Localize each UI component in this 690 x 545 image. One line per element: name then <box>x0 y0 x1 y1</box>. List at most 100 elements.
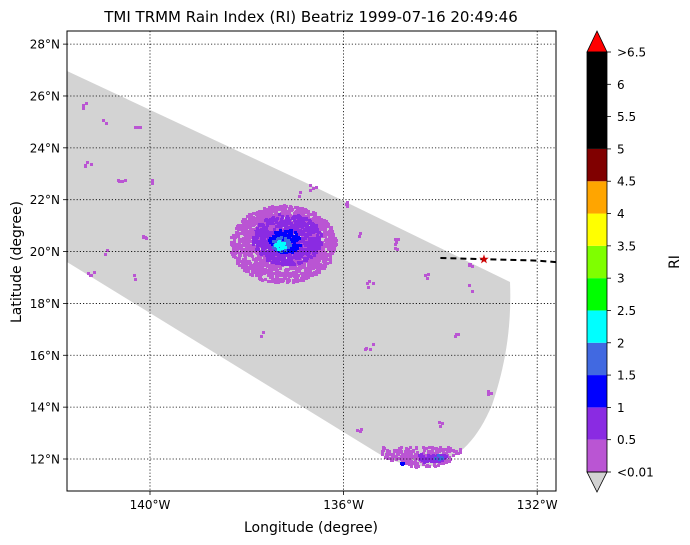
rain-cell <box>300 214 303 217</box>
rain-cell <box>471 290 474 293</box>
rain-cell <box>244 265 247 268</box>
rain-cell <box>232 251 235 254</box>
rain-cell <box>429 456 432 459</box>
rain-cell <box>273 221 276 224</box>
rain-cell <box>266 224 269 227</box>
rain-cell <box>288 212 291 215</box>
rain-cell <box>304 246 307 249</box>
rain-cell <box>314 237 317 240</box>
rain-cell <box>299 191 302 194</box>
rain-cell <box>441 422 444 425</box>
rain-cell <box>452 454 455 457</box>
rain-cell <box>372 282 375 285</box>
rain-cell <box>253 250 256 253</box>
rain-cell <box>235 231 238 234</box>
rain-cell <box>427 450 430 453</box>
rain-cell <box>438 460 441 463</box>
rain-cell <box>296 276 299 279</box>
rain-cell <box>312 252 315 255</box>
rain-cell <box>299 251 302 254</box>
rain-cell <box>252 212 255 215</box>
rain-cell <box>118 180 121 183</box>
rain-cell <box>255 263 258 266</box>
rain-cell <box>304 270 307 273</box>
rain-cell <box>292 281 295 284</box>
rain-cell <box>269 248 272 251</box>
rain-cell <box>329 257 332 260</box>
rain-cell <box>409 446 412 449</box>
rain-cell <box>294 255 297 258</box>
rain-cell <box>296 241 299 244</box>
rain-cell <box>311 246 314 249</box>
rain-cell <box>272 223 275 226</box>
rain-cell <box>252 240 255 243</box>
rain-cell <box>292 267 295 270</box>
rain-cell <box>238 252 241 255</box>
colorbar-over-arrow <box>586 30 608 53</box>
rain-cell <box>442 461 445 464</box>
rain-cell <box>260 220 263 223</box>
rain-cell <box>294 231 297 234</box>
rain-cell <box>240 251 243 254</box>
rain-cell <box>257 255 260 258</box>
rain-cell <box>281 256 284 259</box>
rain-cell <box>285 205 288 208</box>
rain-cell <box>324 251 327 254</box>
colorbar-bin <box>587 342 607 376</box>
rain-cell <box>274 265 277 268</box>
rain-cell <box>252 223 255 226</box>
rain-cell <box>281 243 284 246</box>
rain-cell <box>291 261 294 264</box>
rain-cell <box>257 244 260 247</box>
rain-cell <box>287 224 290 227</box>
rain-cell <box>300 255 303 258</box>
rain-cell <box>241 260 244 263</box>
rain-cell <box>274 268 277 271</box>
rain-cell <box>270 211 273 214</box>
rain-cell <box>239 264 242 267</box>
rain-cell <box>311 264 314 267</box>
rain-cell <box>296 225 299 228</box>
rain-cell <box>267 280 270 283</box>
rain-cell <box>428 465 431 468</box>
rain-cell <box>293 275 296 278</box>
rain-cell <box>288 226 291 229</box>
rain-cell <box>281 258 284 261</box>
rain-cell <box>312 212 315 215</box>
rain-cell <box>248 247 251 250</box>
rain-cell <box>433 463 436 466</box>
rain-cell <box>289 217 292 220</box>
rain-cell <box>302 277 305 280</box>
rain-cell <box>408 463 411 466</box>
rain-cell <box>243 231 246 234</box>
rain-cell <box>255 270 258 273</box>
rain-cell <box>242 237 245 240</box>
rain-cell <box>278 213 281 216</box>
rain-cell <box>311 237 314 240</box>
rain-cell <box>315 254 318 257</box>
rain-cell <box>265 269 268 272</box>
rain-cell <box>294 206 297 209</box>
x-tick-label: 136°W <box>323 498 364 512</box>
y-tick-label: 12°N <box>30 453 60 467</box>
rain-cell <box>309 189 312 192</box>
rain-cell <box>236 262 239 265</box>
rain-cell <box>279 278 282 281</box>
rain-cell <box>248 254 251 257</box>
rain-cell <box>289 257 292 260</box>
rain-cell <box>266 229 269 232</box>
rain-cell <box>433 460 436 463</box>
rain-cell <box>268 270 271 273</box>
rain-cell <box>394 450 397 453</box>
rain-cell <box>457 333 460 336</box>
rain-cell <box>299 221 302 224</box>
rain-cell <box>439 446 442 449</box>
rain-cell <box>388 457 391 460</box>
rain-cell <box>279 267 282 270</box>
colorbar-bin <box>587 439 607 472</box>
rain-cell <box>239 232 242 235</box>
rain-cell <box>294 229 297 232</box>
rain-cell <box>257 217 260 220</box>
rain-cell <box>423 461 426 464</box>
rain-cell <box>302 230 305 233</box>
